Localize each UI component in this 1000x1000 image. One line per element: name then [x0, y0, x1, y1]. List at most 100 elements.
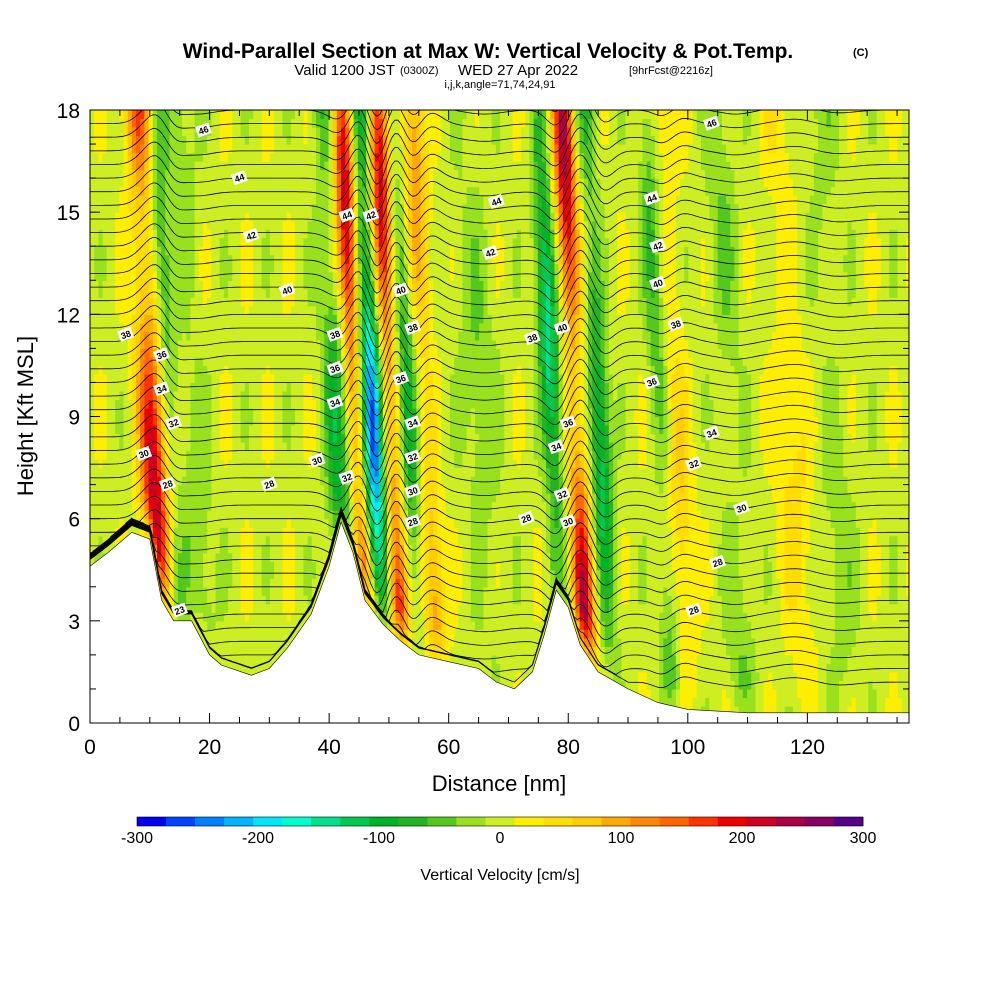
w-cell — [336, 339, 342, 349]
w-cell — [186, 356, 191, 366]
w-cell — [136, 212, 141, 222]
w-cell — [140, 425, 145, 435]
w-cell — [123, 288, 129, 298]
w-cell — [194, 152, 200, 162]
w-cell — [345, 391, 351, 401]
w-cell — [236, 212, 242, 222]
w-cell — [173, 493, 179, 503]
w-cell — [228, 629, 233, 639]
w-cell — [136, 254, 141, 264]
w-cell — [102, 246, 108, 256]
w-cell — [257, 280, 263, 290]
w-cell — [161, 459, 166, 469]
w-cell — [290, 271, 296, 281]
w-cell — [203, 373, 208, 383]
w-cell — [119, 220, 125, 230]
w-cell — [261, 654, 267, 664]
w-cell — [115, 212, 120, 222]
w-cell — [203, 433, 208, 443]
w-cell — [240, 586, 246, 596]
w-cell — [370, 484, 376, 494]
w-cell — [194, 586, 200, 596]
w-cell — [362, 484, 367, 494]
w-cell — [232, 110, 238, 120]
w-cell — [173, 237, 179, 247]
w-cell — [253, 425, 258, 435]
w-cell — [253, 399, 258, 409]
w-cell — [240, 382, 246, 392]
w-cell — [106, 246, 112, 256]
w-cell — [165, 271, 171, 281]
w-cell — [286, 510, 292, 520]
w-cell — [249, 203, 254, 213]
w-cell — [357, 365, 363, 375]
w-cell — [303, 501, 309, 511]
w-cell — [236, 629, 242, 639]
w-cell — [207, 322, 212, 332]
w-cell — [274, 425, 279, 435]
w-cell — [307, 501, 313, 511]
w-cell — [349, 237, 355, 247]
w-cell — [94, 127, 99, 137]
w-cell — [228, 220, 233, 230]
w-cell — [349, 399, 355, 409]
w-cell — [161, 569, 166, 579]
w-cell — [90, 416, 95, 426]
w-cell — [240, 322, 246, 332]
w-cell — [102, 365, 108, 375]
w-cell — [186, 229, 191, 239]
w-cell — [136, 297, 141, 307]
w-cell — [341, 169, 346, 179]
w-cell — [366, 220, 371, 230]
w-cell — [349, 365, 355, 375]
w-cell — [366, 288, 371, 298]
w-cell — [152, 399, 158, 409]
w-cell — [311, 203, 317, 213]
w-cell — [366, 467, 371, 477]
w-cell — [236, 339, 242, 349]
w-cell — [253, 476, 258, 486]
w-cell — [127, 373, 133, 383]
w-cell — [290, 408, 296, 418]
w-cell — [223, 144, 229, 154]
w-cell — [295, 339, 300, 349]
w-cell — [236, 518, 242, 528]
w-cell — [366, 459, 371, 469]
w-cell — [362, 467, 367, 477]
w-cell — [119, 501, 125, 511]
w-cell — [215, 467, 221, 477]
w-cell — [362, 297, 367, 307]
w-cell — [152, 263, 158, 273]
w-cell — [244, 552, 250, 562]
w-cell — [207, 442, 212, 452]
w-cell — [261, 442, 267, 452]
w-cell — [140, 442, 145, 452]
w-cell — [362, 144, 367, 154]
w-cell — [190, 169, 196, 179]
w-cell — [244, 152, 250, 162]
w-cell — [115, 144, 120, 154]
w-cell — [336, 382, 342, 392]
w-cell — [194, 263, 200, 273]
w-cell — [311, 493, 317, 503]
w-cell — [232, 552, 238, 562]
w-cell — [278, 382, 284, 392]
w-cell — [366, 373, 371, 383]
w-cell — [232, 186, 238, 196]
w-cell — [177, 356, 183, 366]
w-cell — [269, 263, 275, 273]
w-cell — [299, 391, 304, 401]
w-cell — [328, 178, 334, 188]
w-cell — [110, 339, 116, 349]
w-cell — [265, 356, 271, 366]
w-cell — [362, 246, 367, 256]
w-cell — [94, 501, 99, 511]
w-cell — [328, 195, 334, 205]
w-cell — [102, 442, 108, 452]
w-cell — [253, 178, 258, 188]
w-cell — [269, 288, 275, 298]
w-cell — [278, 416, 284, 426]
w-cell — [244, 297, 250, 307]
w-cell — [94, 144, 99, 154]
w-cell — [374, 314, 380, 324]
